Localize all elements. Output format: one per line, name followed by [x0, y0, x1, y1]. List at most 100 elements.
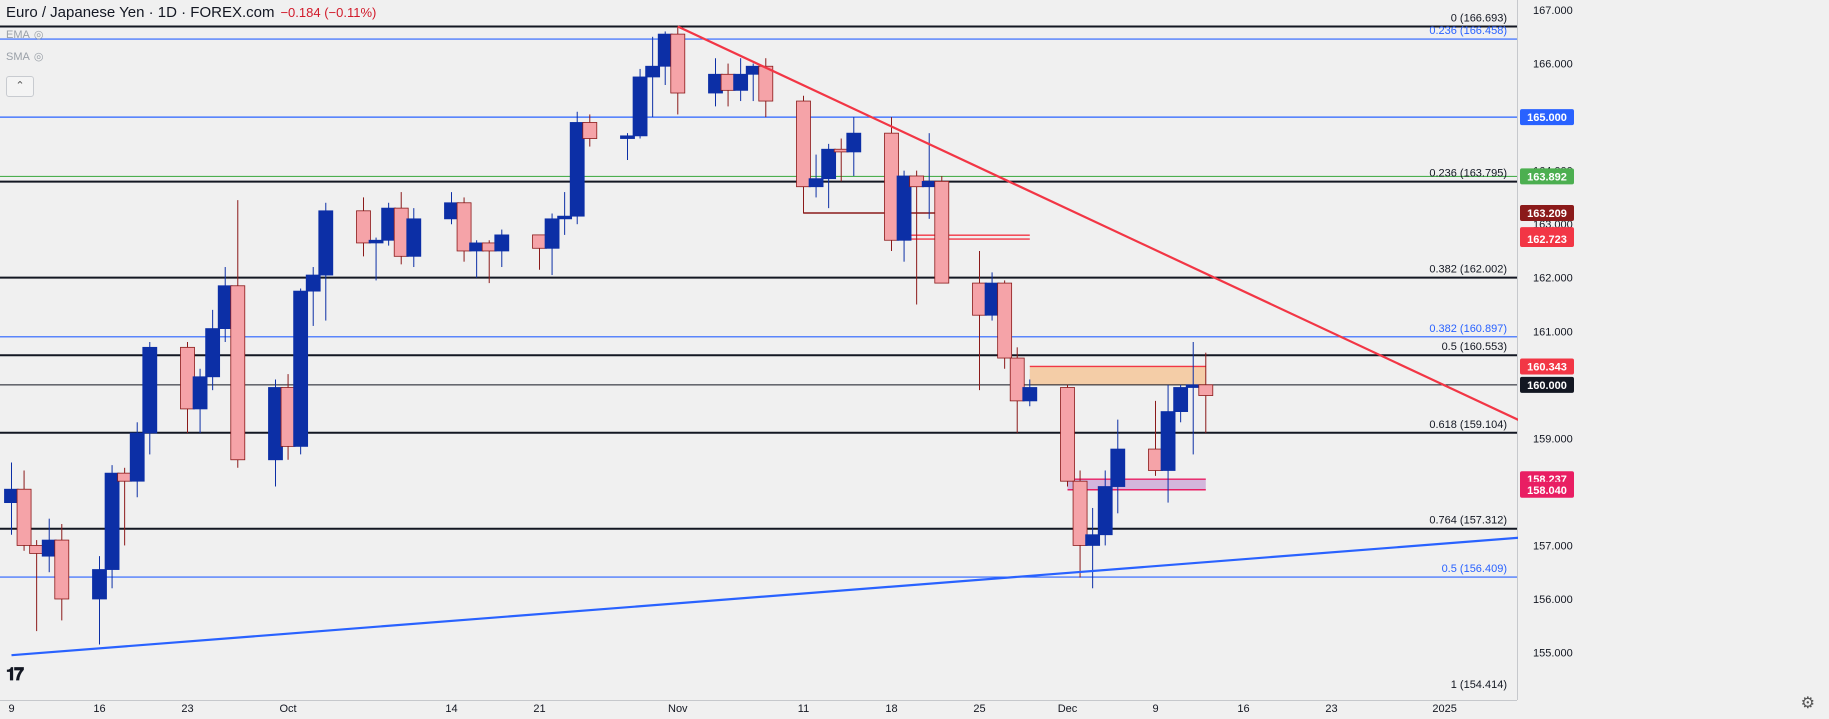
price-tag: [1520, 231, 1574, 248]
candle-body: [708, 73, 723, 94]
zone: [1067, 479, 1206, 490]
candle-body: [758, 65, 774, 102]
candle-body: [205, 328, 221, 378]
eye-slash-icon[interactable]: ◎: [33, 29, 44, 41]
price-tick-label: 162.000: [1533, 273, 1573, 285]
candle-body: [645, 65, 661, 78]
candle-body: [1173, 387, 1189, 412]
candle-body: [670, 33, 686, 94]
candle-body: [29, 545, 45, 554]
time-tick-label: 11: [798, 703, 809, 715]
candle-body: [456, 202, 472, 252]
time-tick-label: 2025: [1432, 703, 1456, 715]
candle-body: [230, 285, 246, 461]
price-tag-label: 163.209: [1527, 208, 1567, 220]
fib-level-label: 0.236 (166.458): [1429, 25, 1507, 37]
time-tick-label: 16: [93, 703, 105, 715]
fib-level-label: 0.5 (160.553): [1442, 341, 1507, 353]
candle-body: [557, 215, 573, 220]
fib-level-label: 0.236 (163.795): [1429, 168, 1507, 180]
candle-body: [532, 234, 547, 249]
candle-body: [896, 175, 912, 241]
sma-label: SMA: [6, 51, 30, 63]
candle-body: [129, 432, 145, 482]
candle-body: [733, 73, 749, 91]
price-tick-label: 161.000: [1533, 326, 1573, 338]
candle-body: [997, 282, 1013, 359]
candle-body: [4, 488, 19, 504]
candle-body: [632, 76, 648, 137]
candle-body: [104, 472, 120, 570]
price-tag: [1520, 358, 1574, 375]
candle-body: [1110, 448, 1126, 487]
candle-body: [921, 180, 937, 188]
candle-body: [1148, 448, 1163, 471]
candle-body: [884, 132, 899, 241]
price-tick-label: 166.000: [1533, 59, 1573, 71]
price-tag: [1520, 481, 1574, 498]
candle-body: [833, 148, 849, 153]
zone: [1029, 366, 1206, 385]
price-tag-label: 160.343: [1527, 361, 1567, 373]
candle-body: [808, 178, 824, 188]
candle-body: [481, 242, 497, 252]
ema-label: EMA: [6, 29, 30, 41]
price-change: −0.184 (−0.11%): [280, 5, 377, 20]
fib-level-label: 0 (166.693): [1451, 12, 1507, 24]
candle-body: [393, 207, 409, 257]
time-tick-label: 23: [181, 703, 193, 715]
candle-body: [16, 488, 32, 546]
gear-icon[interactable]: ⚙: [1800, 695, 1815, 712]
fib-level-label: 0.618 (159.104): [1429, 419, 1507, 431]
fib-level-label: 1 (154.414): [1451, 679, 1507, 691]
time-tick-label: Dec: [1058, 703, 1078, 715]
candle-body: [117, 472, 133, 482]
tradingview-logo-icon: 𝟏𝟕: [6, 664, 24, 684]
symbol-title[interactable]: Euro / Japanese Yen · 1D · FOREX.com: [6, 4, 275, 21]
candle-body: [934, 180, 950, 284]
candle-body: [1022, 387, 1038, 402]
price-tick-label: 167.000: [1533, 5, 1573, 17]
candle-body: [268, 387, 283, 461]
time-tick-label: 14: [445, 703, 457, 715]
time-tick-label: 16: [1237, 703, 1249, 715]
candle-body: [92, 569, 107, 600]
candle-body: [620, 135, 635, 139]
candle-body: [293, 290, 309, 447]
candle-body: [544, 218, 560, 249]
fib-level-label: 0.382 (162.002): [1429, 264, 1507, 276]
trendline: [11, 533, 1558, 657]
eye-slash-icon[interactable]: ◎: [33, 51, 44, 63]
candle-body: [1097, 486, 1113, 536]
fib-level-label: 0.764 (157.312): [1429, 515, 1507, 527]
candle-body: [909, 175, 925, 188]
candle-body: [1085, 534, 1101, 546]
time-tick-label: 25: [973, 703, 985, 715]
candle-body: [217, 285, 233, 329]
chevron-up-icon[interactable]: ⌃: [6, 76, 34, 97]
fib-level-label: 0.382 (160.897): [1429, 323, 1507, 335]
candle-body: [356, 210, 371, 244]
candle-body: [796, 100, 811, 188]
candle-body: [1198, 384, 1214, 396]
candle-body: [745, 65, 761, 75]
time-tick-label: Nov: [668, 703, 688, 715]
time-tick-label: Oct: [280, 703, 297, 715]
price-tag-label: 158.040: [1527, 485, 1567, 497]
price-tag-label: 165.000: [1527, 112, 1567, 124]
candle-body: [406, 218, 422, 257]
candle-body: [1009, 357, 1025, 402]
candle-body: [469, 242, 485, 252]
candle-body: [821, 148, 837, 180]
price-tag: [1520, 109, 1574, 126]
price-tag-label: 162.723: [1527, 234, 1567, 246]
price-tick-label: 159.000: [1533, 433, 1573, 445]
candle-body: [41, 539, 57, 557]
time-tick-label: 23: [1325, 703, 1337, 715]
ema-indicator[interactable]: EMA ◎: [6, 28, 43, 41]
candle-body: [142, 346, 158, 434]
sma-indicator[interactable]: SMA ◎: [6, 50, 43, 63]
candle-body: [972, 282, 987, 316]
candle-body: [984, 282, 1000, 316]
